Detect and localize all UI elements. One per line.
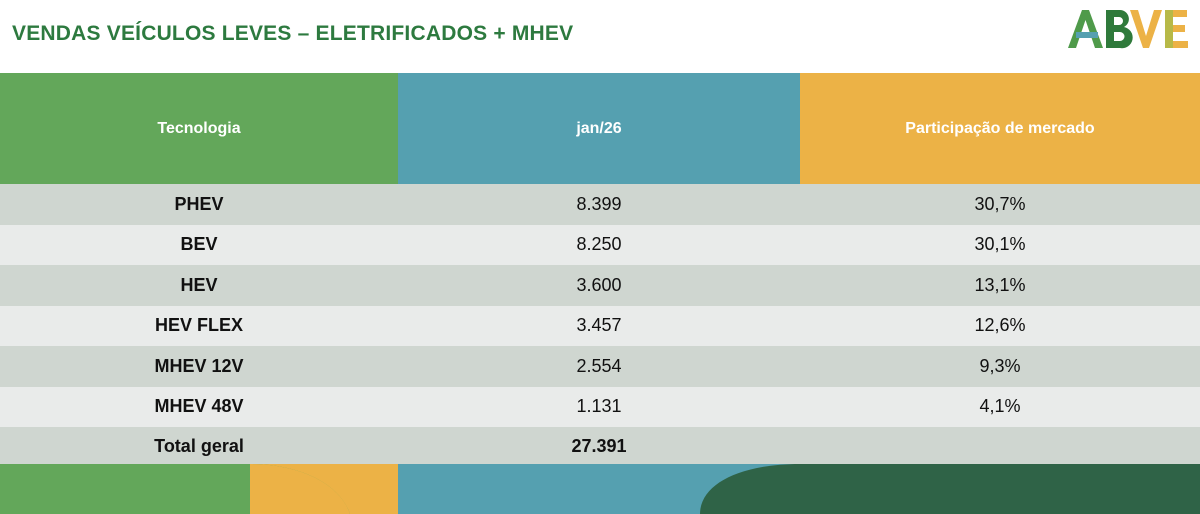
total-row: Total geral 27.391 — [0, 427, 1200, 465]
page-header: VENDAS VEÍCULOS LEVES – ELETRIFICADOS + … — [0, 0, 1200, 73]
table-row: MHEV 12V 2.554 9,3% — [0, 346, 1200, 387]
table-row: PHEV 8.399 30,7% — [0, 184, 1200, 225]
table-row: HEV FLEX 3.457 12,6% — [0, 305, 1200, 346]
cell-vendas: 8.250 — [576, 234, 622, 255]
cell-tecnologia: PHEV — [174, 193, 224, 214]
cell-participacao: 12,6% — [974, 315, 1026, 336]
cell-total-label: Total geral — [154, 435, 244, 456]
cell-tecnologia: HEV — [180, 274, 218, 295]
page-title: VENDAS VEÍCULOS LEVES – ELETRIFICADOS + … — [12, 22, 574, 45]
table-row: MHEV 48V 1.131 4,1% — [0, 386, 1200, 427]
table-row: BEV 8.250 30,1% — [0, 224, 1200, 265]
cell-vendas: 8.399 — [576, 193, 622, 214]
decorative-footer — [0, 464, 1200, 514]
cell-vendas: 3.457 — [576, 315, 622, 336]
column-header-jan26: jan/26 — [398, 73, 800, 184]
cell-tecnologia: MHEV 48V — [154, 396, 244, 417]
abve-logo — [1068, 10, 1188, 49]
cell-vendas: 3.600 — [576, 274, 622, 295]
cell-tecnologia: BEV — [180, 234, 218, 255]
cell-vendas: 2.554 — [576, 355, 622, 376]
cell-participacao: 4,1% — [979, 396, 1021, 417]
column-header-participacao: Participação de mercado — [800, 73, 1200, 184]
cell-tecnologia: HEV FLEX — [154, 315, 243, 336]
cell-participacao: 30,7% — [974, 193, 1026, 214]
sales-table: Tecnologia jan/26 Participação de mercad… — [0, 73, 1200, 465]
cell-participacao: 9,3% — [979, 355, 1021, 376]
cell-participacao: 13,1% — [974, 274, 1026, 295]
cell-total-participacao — [800, 427, 1200, 465]
table-row: HEV 3.600 13,1% — [0, 265, 1200, 306]
cell-participacao: 30,1% — [974, 234, 1026, 255]
column-header-tecnologia: Tecnologia — [0, 73, 398, 184]
cell-total-vendas: 27.391 — [571, 435, 627, 456]
cell-vendas: 1.131 — [576, 396, 622, 417]
table-header: Tecnologia jan/26 Participação de mercad… — [0, 73, 1200, 184]
cell-tecnologia: MHEV 12V — [154, 355, 244, 376]
